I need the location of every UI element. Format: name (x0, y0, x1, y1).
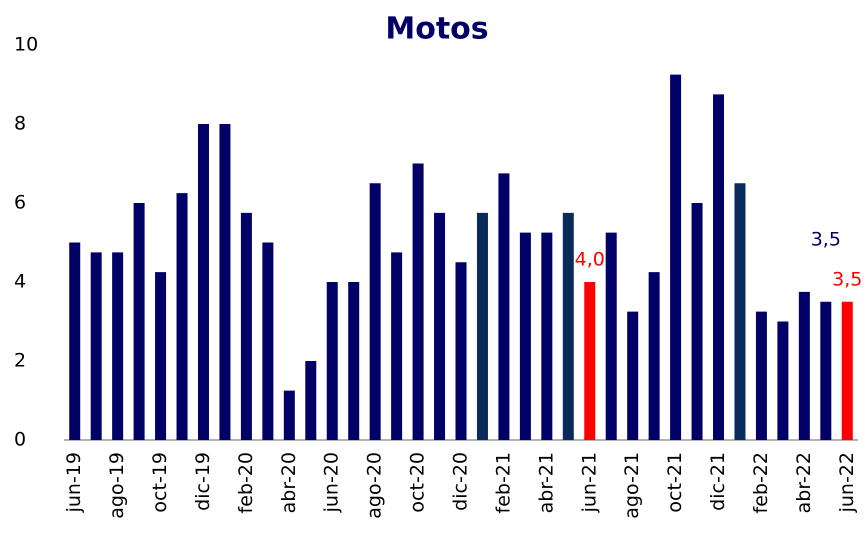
bar (133, 203, 145, 440)
bar (348, 282, 360, 440)
x-tick-label: feb-21 (492, 452, 514, 513)
x-tick-label: jun-20 (321, 452, 343, 513)
y-tick-label: 10 (14, 34, 38, 56)
bar (434, 212, 446, 440)
bar (584, 282, 596, 440)
x-tick-label: abr-22 (793, 452, 815, 513)
x-tick-label: feb-20 (235, 452, 257, 513)
chart-title: Motos (385, 12, 488, 47)
bar (605, 232, 617, 440)
bar (176, 193, 188, 440)
bar (69, 242, 81, 440)
bar (691, 203, 703, 440)
bar (326, 282, 338, 440)
y-tick-label: 2 (14, 350, 26, 372)
x-tick-label: abr-20 (278, 452, 300, 513)
bar (90, 252, 102, 440)
bar (283, 390, 295, 440)
bar (455, 262, 467, 440)
x-tick-label: jun-22 (836, 452, 858, 513)
bar (476, 212, 488, 440)
x-tick-label: feb-22 (750, 452, 772, 513)
bar (648, 272, 660, 440)
bar (112, 252, 124, 440)
x-tick-label: ago-21 (621, 452, 643, 519)
bar (519, 232, 531, 440)
bar (734, 183, 746, 440)
x-tick-label: dic-20 (450, 452, 472, 511)
bar (391, 252, 403, 440)
bar (498, 173, 510, 440)
bar (755, 311, 767, 440)
x-tick-label: jun-21 (578, 452, 600, 513)
bar (820, 301, 832, 440)
bar (841, 301, 853, 440)
x-tick-label: ago-20 (364, 452, 386, 519)
bar (197, 124, 209, 440)
bar (369, 183, 381, 440)
y-tick-label: 8 (14, 113, 26, 135)
y-tick-label: 4 (14, 271, 26, 293)
x-tick-label: oct-19 (149, 452, 171, 513)
bar (627, 311, 639, 440)
bar (562, 212, 574, 440)
x-tick-label: oct-21 (664, 452, 686, 513)
bar (219, 124, 231, 440)
bar (713, 94, 725, 440)
x-tick-label: ago-19 (106, 452, 128, 519)
bar (798, 291, 810, 440)
bar (541, 232, 553, 440)
bar (412, 163, 424, 440)
bar (670, 74, 682, 440)
bar (155, 272, 167, 440)
x-tick-label: dic-21 (707, 452, 729, 511)
x-tick-label: oct-20 (407, 452, 429, 513)
x-tick-label: dic-19 (192, 452, 214, 511)
value-label: 4,0 (575, 249, 605, 271)
x-tick-label: jun-19 (63, 452, 85, 513)
y-tick-label: 6 (14, 192, 26, 214)
y-tick-label: 0 (14, 429, 26, 451)
bar (305, 361, 317, 440)
value-label: 3,5 (832, 268, 862, 290)
bar (240, 212, 252, 440)
bar (262, 242, 274, 440)
x-tick-label: abr-21 (535, 452, 557, 513)
value-label: 3,5 (811, 228, 841, 250)
bar (777, 321, 789, 440)
